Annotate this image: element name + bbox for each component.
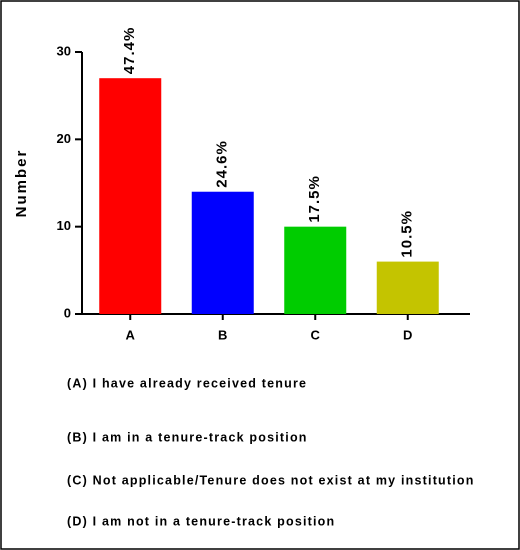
bar-annotation: 17.5% bbox=[306, 175, 323, 223]
bar-annotation: 24.6% bbox=[214, 140, 231, 188]
legend-note: (C) Not applicable/Tenure does not exist… bbox=[67, 473, 475, 487]
y-tick-label: 10 bbox=[57, 218, 71, 233]
y-tick-label: 30 bbox=[57, 43, 71, 58]
x-tick-label: D bbox=[403, 327, 412, 342]
bar bbox=[284, 226, 347, 314]
bar bbox=[99, 78, 162, 314]
x-tick-label: C bbox=[311, 327, 321, 342]
bar bbox=[376, 261, 439, 314]
x-tick-label: B bbox=[218, 327, 227, 342]
bar-annotation: 47.4% bbox=[121, 27, 138, 75]
bar-annotation: 10.5% bbox=[399, 210, 416, 258]
x-tick-label: A bbox=[126, 327, 136, 342]
bar bbox=[191, 191, 254, 314]
y-axis-label: Number bbox=[13, 149, 30, 218]
y-tick-label: 0 bbox=[64, 305, 71, 320]
legend-note: (B) I am in a tenure-track position bbox=[67, 430, 308, 444]
legend-note: (D) I am not in a tenure-track position bbox=[67, 514, 335, 528]
y-tick-label: 20 bbox=[57, 131, 71, 146]
legend-note: (A) I have already received tenure bbox=[67, 376, 307, 390]
